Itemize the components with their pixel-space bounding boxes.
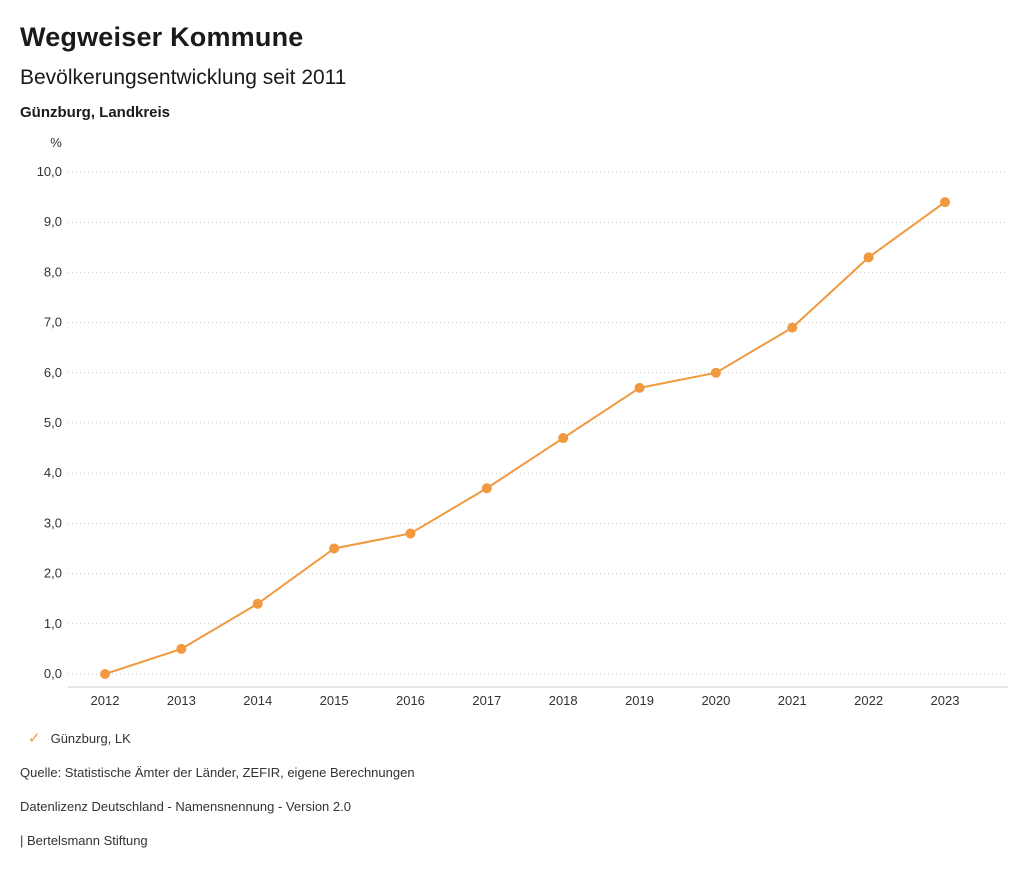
attribution-text: | Bertelsmann Stiftung <box>20 833 148 848</box>
axis-tick-label: 2019 <box>625 693 654 708</box>
axis-tick-label: 3,0 <box>44 515 62 530</box>
data-point-marker[interactable] <box>634 382 645 393</box>
axis-tick-label: 7,0 <box>44 315 62 330</box>
population-line-chart[interactable]: % 0,0 1,0 2,0 3,0 4,0 5,0 6,0 7,0 8,0 9,0 10,0 2012 2… <box>0 127 1024 719</box>
data-point-marker[interactable] <box>252 598 263 609</box>
data-point-marker[interactable] <box>100 669 110 679</box>
region-label: Günzburg, Landkreis <box>20 104 171 121</box>
legend-item-guenzburg[interactable]: ✓ Günzburg, LK <box>28 731 1024 746</box>
axis-tick-label: 8,0 <box>44 264 62 279</box>
data-point-marker[interactable] <box>405 528 416 539</box>
axis-tick-label: 1,0 <box>44 616 62 631</box>
series-line <box>104 201 946 675</box>
data-point-marker[interactable] <box>481 483 492 494</box>
data-point-marker[interactable] <box>940 197 950 208</box>
axis-tick-label: 9,0 <box>44 214 62 229</box>
data-point-marker[interactable] <box>710 367 721 378</box>
axis-tick-label: 2012 <box>91 693 120 708</box>
data-point-marker[interactable] <box>558 433 569 444</box>
axis-tick-label: 2015 <box>320 693 349 708</box>
license-text: Datenlizenz Deutschland - Namensnennung … <box>20 799 351 814</box>
axis-tick-label: 2017 <box>472 693 501 708</box>
axis-tick-label: 4,0 <box>44 465 62 480</box>
chart-title: Bevölkerungsentwicklung seit 2011 <box>20 66 347 89</box>
axis-tick-label: 6,0 <box>44 365 62 380</box>
data-point-marker[interactable] <box>787 322 798 333</box>
source-text: Quelle: Statistische Ämter der Länder, Z… <box>20 765 415 780</box>
data-point-marker[interactable] <box>329 543 340 554</box>
axis-tick-label: 2020 <box>701 693 730 708</box>
axis-tick-label: 2013 <box>167 693 196 708</box>
axis-tick-label: 5,0 <box>44 415 62 430</box>
axis-tick-label: 0,0 <box>44 666 62 681</box>
axis-tick-label: 10,0 <box>37 164 62 179</box>
data-point-marker[interactable] <box>863 252 874 263</box>
page-title: Wegweiser Kommune <box>20 22 304 52</box>
legend-check-icon: ✓ <box>28 730 41 747</box>
axis-tick-label: 2023 <box>931 693 960 708</box>
axis-tick-label: % <box>50 135 62 150</box>
axis-tick-label: 2021 <box>778 693 807 708</box>
legend-label: Günzburg, LK <box>50 731 131 746</box>
axis-tick-label: 2014 <box>243 693 272 708</box>
axis-tick-label: 2016 <box>396 693 425 708</box>
data-point-marker[interactable] <box>176 643 187 654</box>
axis-tick-label: 2,0 <box>44 566 62 581</box>
axis-tick-label: 2018 <box>549 693 578 708</box>
axis-tick-label: 2022 <box>854 693 883 708</box>
